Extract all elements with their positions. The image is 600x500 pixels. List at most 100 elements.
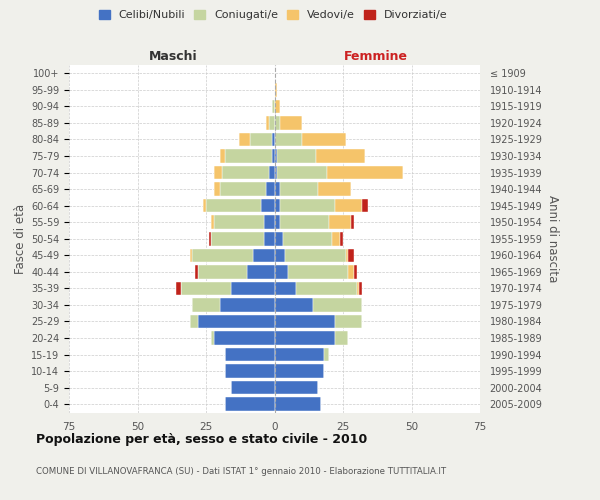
Bar <box>263 216 275 229</box>
Bar <box>225 348 275 362</box>
Bar <box>349 248 354 262</box>
Bar <box>261 199 275 212</box>
Bar <box>192 248 253 262</box>
Bar <box>275 265 288 278</box>
Bar <box>272 132 275 146</box>
Bar <box>220 149 225 163</box>
Bar <box>225 149 272 163</box>
Bar <box>266 116 269 130</box>
Bar <box>280 116 302 130</box>
Bar <box>266 182 275 196</box>
Bar <box>275 381 319 394</box>
Bar <box>356 282 359 295</box>
Bar <box>192 298 220 312</box>
Bar <box>275 116 280 130</box>
Bar <box>275 314 335 328</box>
Bar <box>225 398 275 411</box>
Bar <box>340 232 343 245</box>
Bar <box>275 216 280 229</box>
Bar <box>275 282 296 295</box>
Bar <box>280 216 329 229</box>
Bar <box>275 348 324 362</box>
Y-axis label: Fasce di età: Fasce di età <box>14 204 27 274</box>
Bar <box>230 282 275 295</box>
Text: Popolazione per età, sesso e stato civile - 2010: Popolazione per età, sesso e stato civil… <box>36 432 367 446</box>
Bar <box>211 232 263 245</box>
Bar <box>220 298 275 312</box>
Bar <box>335 332 349 345</box>
Text: Maschi: Maschi <box>149 50 197 64</box>
Bar <box>296 282 357 295</box>
Bar <box>214 216 263 229</box>
Bar <box>362 199 368 212</box>
Bar <box>272 149 275 163</box>
Bar <box>211 216 214 229</box>
Bar <box>269 116 275 130</box>
Bar <box>225 364 275 378</box>
Bar <box>275 149 277 163</box>
Bar <box>349 265 354 278</box>
Bar <box>198 265 247 278</box>
Bar <box>302 132 346 146</box>
Bar <box>280 199 335 212</box>
Legend: Celibi/Nubili, Coniugati/e, Vedovi/e, Divorziati/e: Celibi/Nubili, Coniugati/e, Vedovi/e, Di… <box>94 6 452 25</box>
Bar <box>288 265 349 278</box>
Bar <box>313 298 362 312</box>
Bar <box>209 232 211 245</box>
Bar <box>190 314 198 328</box>
Bar <box>181 282 230 295</box>
Bar <box>275 132 302 146</box>
Y-axis label: Anni di nascita: Anni di nascita <box>546 195 559 282</box>
Bar <box>263 232 275 245</box>
Bar <box>319 182 351 196</box>
Bar <box>275 166 277 179</box>
Bar <box>230 381 275 394</box>
Bar <box>269 166 275 179</box>
Bar <box>335 199 362 212</box>
Bar <box>211 332 214 345</box>
Text: COMUNE DI VILLANOVAFRANCA (SU) - Dati ISTAT 1° gennaio 2010 - Elaborazione TUTTI: COMUNE DI VILLANOVAFRANCA (SU) - Dati IS… <box>36 468 446 476</box>
Bar <box>275 398 321 411</box>
Bar <box>277 166 326 179</box>
Bar <box>329 216 351 229</box>
Bar <box>275 332 335 345</box>
Bar <box>253 248 275 262</box>
Bar <box>332 232 340 245</box>
Bar <box>220 182 266 196</box>
Bar <box>275 364 324 378</box>
Bar <box>223 166 269 179</box>
Bar <box>324 348 329 362</box>
Bar <box>275 248 286 262</box>
Bar <box>316 149 365 163</box>
Bar <box>176 282 181 295</box>
Bar <box>277 149 316 163</box>
Bar <box>351 216 354 229</box>
Bar <box>247 265 275 278</box>
Bar <box>250 132 272 146</box>
Bar <box>275 100 280 113</box>
Bar <box>275 83 277 96</box>
Bar <box>359 282 362 295</box>
Bar <box>275 298 313 312</box>
Bar <box>190 248 193 262</box>
Bar <box>214 166 223 179</box>
Bar <box>195 265 198 278</box>
Bar <box>354 265 357 278</box>
Bar <box>272 100 275 113</box>
Bar <box>286 248 346 262</box>
Bar <box>275 182 280 196</box>
Bar <box>346 248 349 262</box>
Bar <box>214 182 220 196</box>
Bar <box>275 199 280 212</box>
Text: Femmine: Femmine <box>344 50 408 64</box>
Bar <box>275 232 283 245</box>
Bar <box>214 332 275 345</box>
Bar <box>326 166 403 179</box>
Bar <box>335 314 362 328</box>
Bar <box>198 314 275 328</box>
Bar <box>283 232 332 245</box>
Bar <box>280 182 319 196</box>
Bar <box>239 132 250 146</box>
Bar <box>203 199 206 212</box>
Bar <box>206 199 261 212</box>
